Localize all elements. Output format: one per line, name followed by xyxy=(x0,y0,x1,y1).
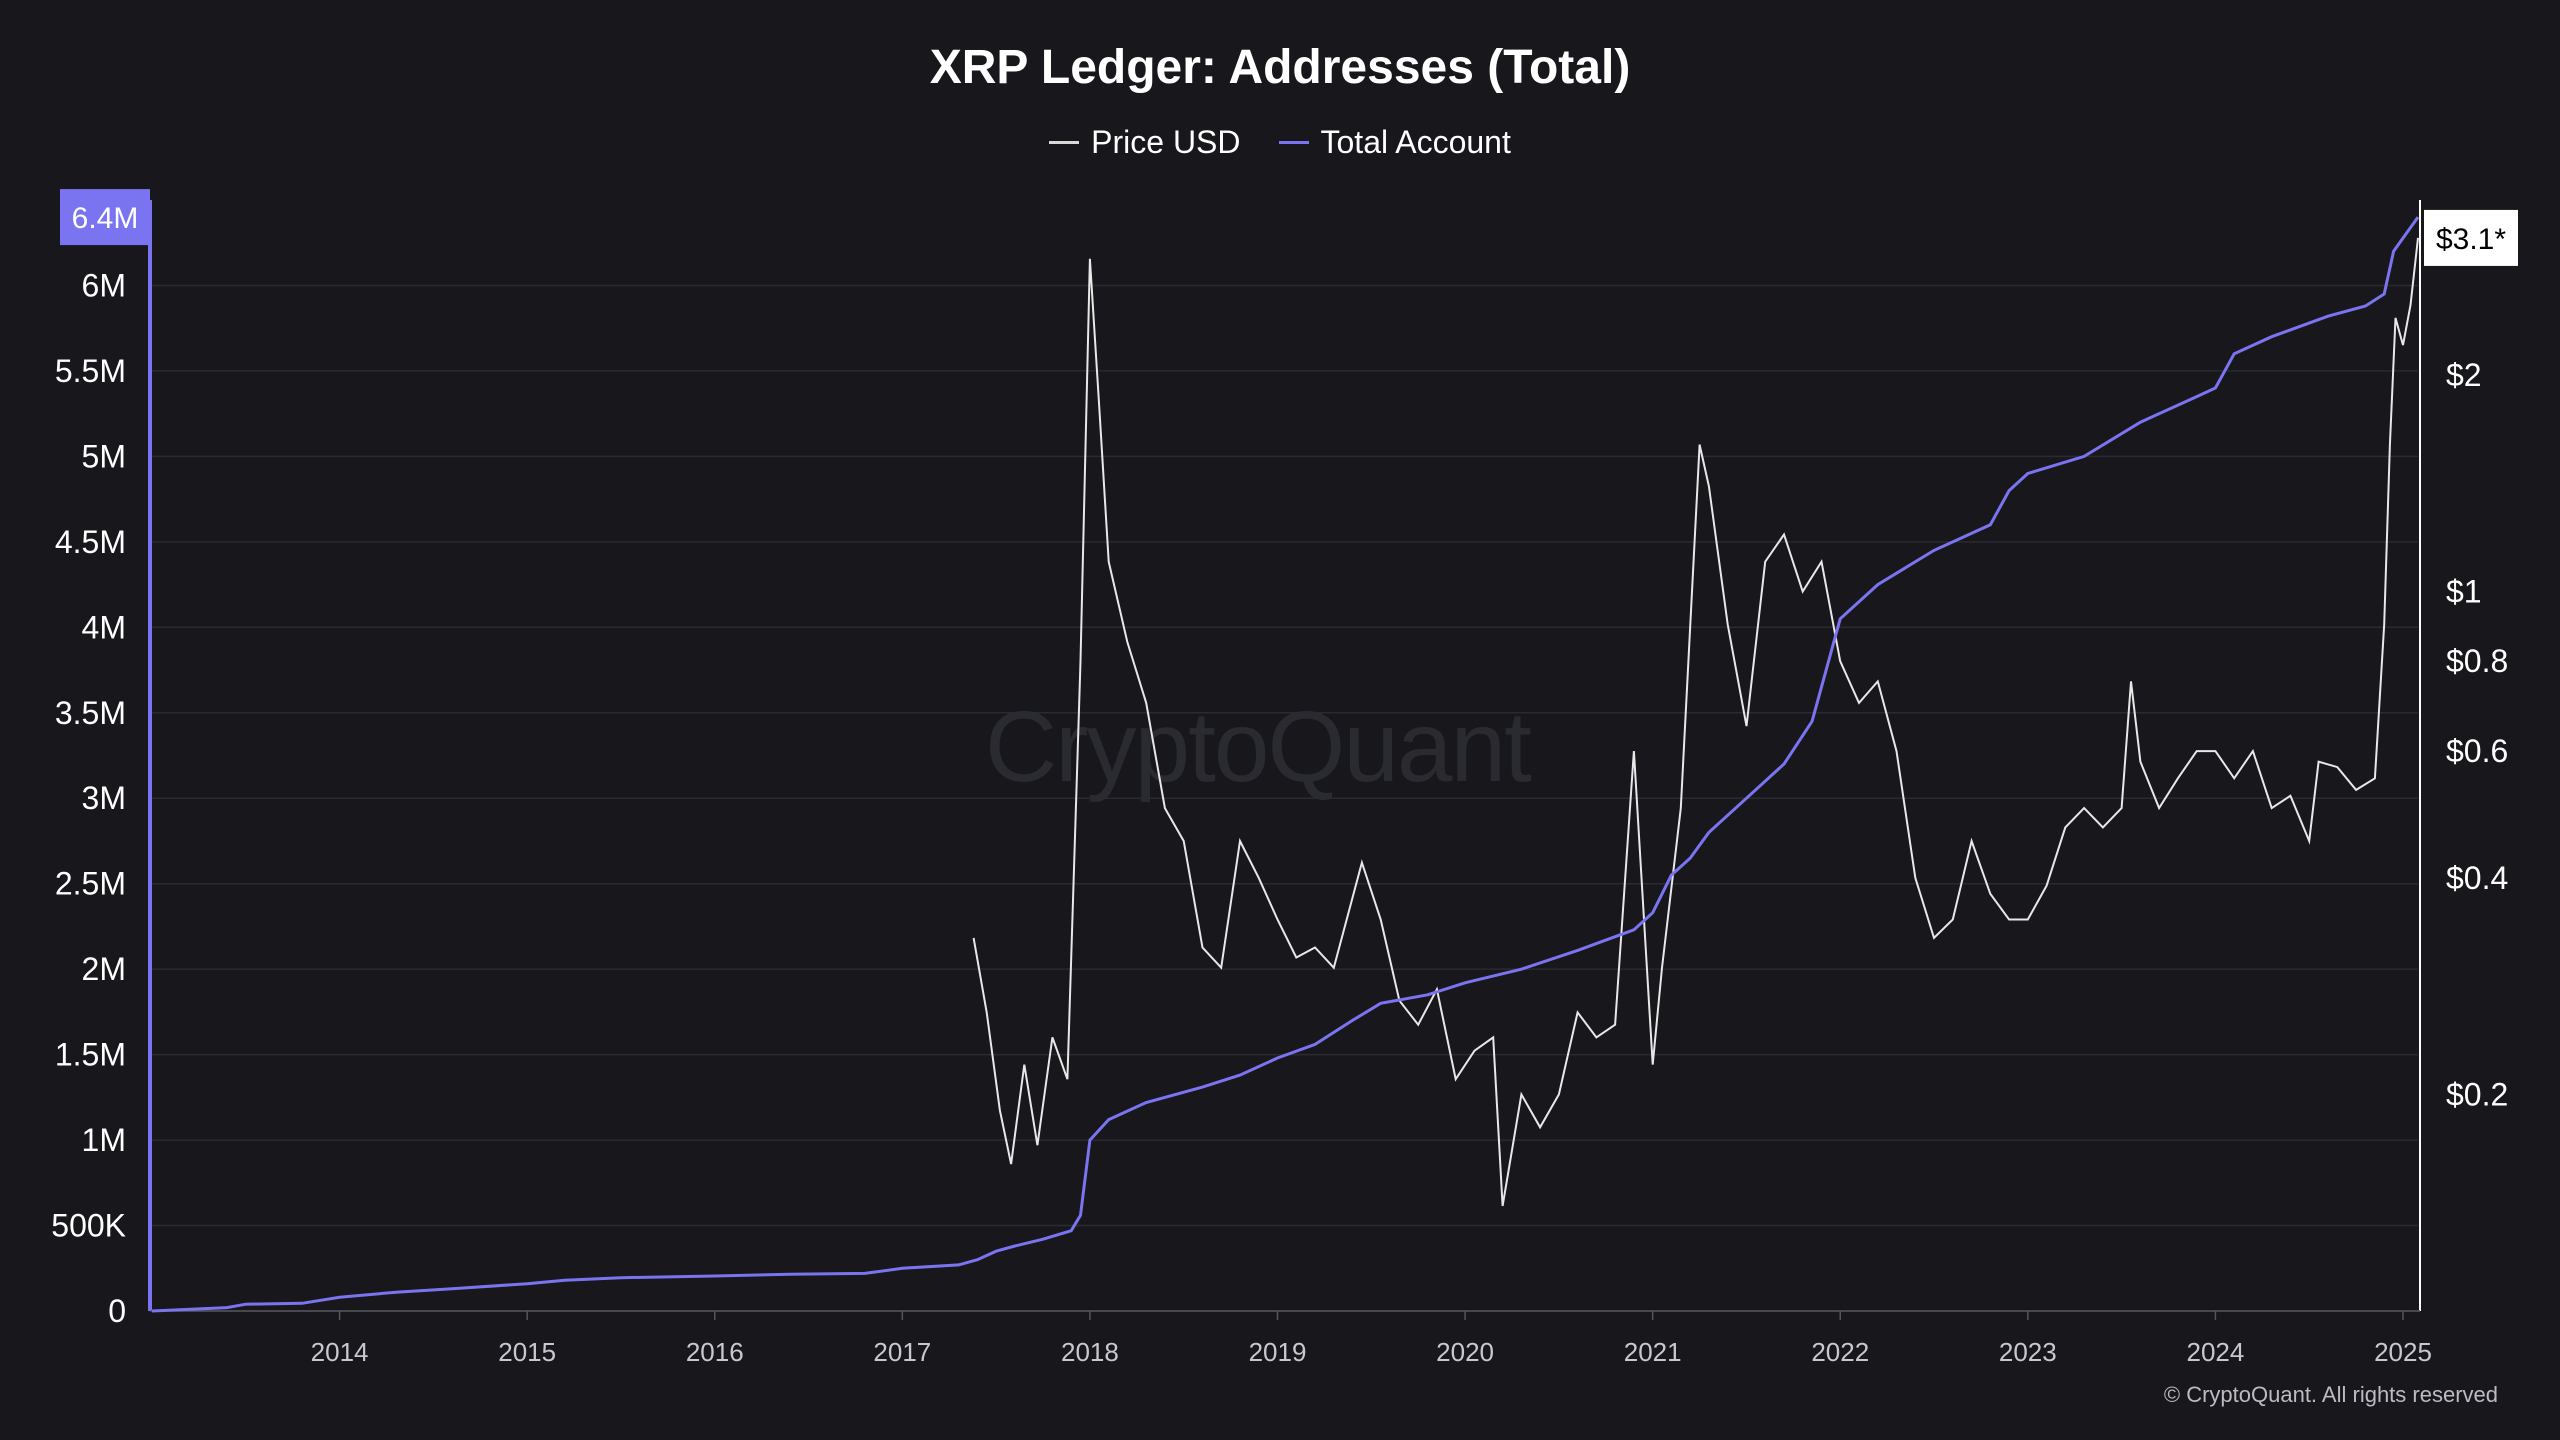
legend-item-account[interactable]: Total Account xyxy=(1278,124,1511,161)
y-tick-label: 0 xyxy=(108,1293,126,1329)
right-tick-label: $2 xyxy=(2446,357,2482,393)
legend-swatch-price xyxy=(1049,141,1080,144)
legend-swatch-account xyxy=(1278,141,1309,144)
current-account-label: 6.4M xyxy=(72,202,139,235)
right-tick-label: $1 xyxy=(2446,573,2482,609)
y-tick-label: 3M xyxy=(82,780,126,816)
right-tick-label: $0.6 xyxy=(2446,733,2508,769)
series-line-price xyxy=(972,237,2419,1207)
x-tick-label: 2015 xyxy=(498,1337,556,1367)
y-tick-label: 2.5M xyxy=(55,866,126,902)
legend-label-account: Total Account xyxy=(1320,124,1511,160)
x-tick-label: 2024 xyxy=(2186,1337,2244,1367)
x-tick-label: 2019 xyxy=(1249,1337,1307,1367)
x-tick-label: 2018 xyxy=(1061,1337,1119,1367)
legend: Price USD Total Account xyxy=(0,124,2560,161)
y-tick-label: 500K xyxy=(51,1208,126,1244)
legend-item-price[interactable]: Price USD xyxy=(1049,124,1241,161)
x-tick-label: 2016 xyxy=(686,1337,744,1367)
y-tick-label: 5.5M xyxy=(55,353,126,389)
legend-label-price: Price USD xyxy=(1091,124,1241,160)
x-tick-label: 2020 xyxy=(1436,1337,1494,1367)
y-tick-label: 1.5M xyxy=(55,1037,126,1073)
current-account-badge xyxy=(60,189,150,246)
y-tick-label: 3.5M xyxy=(55,695,126,731)
y-tick-label: 4.5M xyxy=(55,524,126,560)
right-tick-label: $0.4 xyxy=(2446,860,2508,896)
chart-title: XRP Ledger: Addresses (Total) xyxy=(929,41,1631,94)
series-line-account xyxy=(151,216,2420,1313)
copyright-text: © CryptoQuant. All rights reserved xyxy=(2163,1382,2498,1407)
right-tick-label: $0.8 xyxy=(2446,643,2508,679)
current-price-badge xyxy=(2424,209,2518,266)
x-tick-label: 2023 xyxy=(1999,1337,2057,1367)
right-tick-label: $0.2 xyxy=(2446,1076,2508,1112)
y-tick-label: 1M xyxy=(82,1122,126,1158)
current-price-label: $3.1* xyxy=(2436,223,2506,256)
y-tick-label: 6M xyxy=(82,267,126,303)
y-tick-label: 5M xyxy=(82,438,126,474)
x-tick-label: 2021 xyxy=(1624,1337,1682,1367)
y-tick-label: 4M xyxy=(82,609,126,645)
x-tick-label: 2014 xyxy=(311,1337,369,1367)
x-tick-label: 2017 xyxy=(873,1337,931,1367)
x-tick-label: 2022 xyxy=(1811,1337,1869,1367)
y-tick-label: 2M xyxy=(82,951,126,987)
x-tick-label: 2025 xyxy=(2374,1337,2432,1367)
